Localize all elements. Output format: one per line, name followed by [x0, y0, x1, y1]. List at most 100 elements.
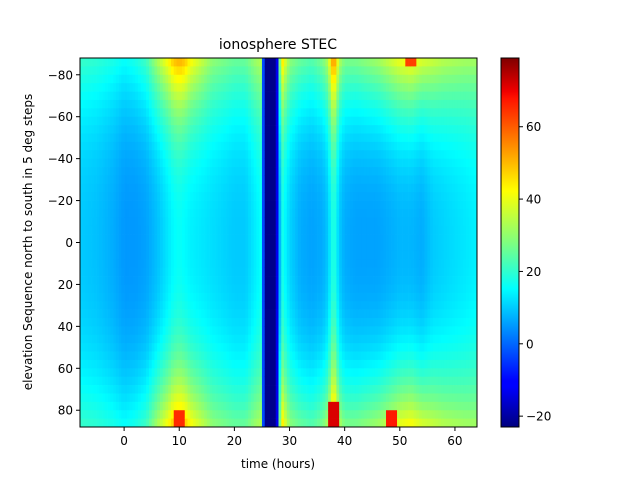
- heatmap-cell: [322, 410, 326, 419]
- heatmap-cell: [182, 108, 186, 118]
- heatmap-cell: [369, 217, 373, 227]
- heatmap-cell: [328, 250, 332, 260]
- heatmap-cell: [333, 125, 337, 134]
- heatmap-cell: [322, 125, 326, 134]
- heatmap-cell: [336, 250, 340, 260]
- heatmap-cell: [350, 393, 354, 403]
- heatmap-cell: [124, 217, 128, 227]
- heatmap-cell: [168, 91, 172, 101]
- heatmap-cell: [322, 200, 326, 210]
- heatmap-cell: [272, 309, 277, 319]
- heatmap-cell: [344, 351, 348, 361]
- heatmap-cell: [182, 91, 186, 101]
- heatmap-cell: [361, 326, 365, 336]
- heatmap-cell: [124, 301, 128, 310]
- heatmap-cell: [341, 158, 346, 168]
- heatmap-cell: [339, 326, 343, 336]
- heatmap-cell: [124, 351, 128, 361]
- heatmap-cell: [217, 410, 221, 419]
- heatmap-cell: [132, 91, 136, 101]
- heatmap-cell: [361, 108, 365, 118]
- heatmap-cell: [93, 66, 97, 76]
- heatmap-cell: [237, 141, 241, 151]
- heatmap-cell: [126, 234, 130, 243]
- heatmap-cell: [135, 116, 139, 126]
- heatmap-cell: [325, 158, 329, 168]
- heatmap-cell: [386, 108, 390, 118]
- heatmap-cell: [330, 125, 334, 134]
- heatmap-cell: [350, 150, 354, 159]
- heatmap-cell: [350, 158, 354, 168]
- heatmap-cell: [366, 343, 370, 352]
- heatmap-cell: [179, 133, 183, 143]
- heatmap-cell: [391, 158, 395, 168]
- heatmap-cell: [187, 317, 191, 327]
- heatmap-cell: [272, 351, 277, 361]
- heatmap-cell: [300, 83, 304, 92]
- heatmap-cell: [220, 91, 224, 101]
- heatmap-cell: [328, 175, 332, 185]
- heatmap-cell: [223, 376, 227, 386]
- heatmap-cell: [250, 167, 255, 176]
- heatmap-cell: [184, 91, 188, 101]
- heatmap-cell: [377, 217, 381, 227]
- heatmap-cell: [110, 133, 114, 143]
- heatmap-cell: [264, 234, 268, 243]
- heatmap-cell: [173, 292, 177, 302]
- heatmap-cell: [143, 141, 147, 151]
- heatmap-cell: [308, 410, 312, 419]
- heatmap-cell: [386, 167, 390, 176]
- heatmap-cell: [88, 326, 92, 336]
- heatmap-cell: [253, 301, 257, 310]
- heatmap-cell: [179, 175, 183, 185]
- heatmap-cell: [333, 309, 337, 319]
- heatmap-cell: [256, 401, 260, 411]
- heatmap-cell: [303, 58, 307, 67]
- heatmap-cell: [115, 359, 119, 369]
- heatmap-cell: [85, 326, 89, 336]
- heatmap-cell: [201, 376, 205, 386]
- heatmap-cell: [190, 309, 194, 319]
- heatmap-cell: [179, 292, 183, 302]
- heatmap-cell: [204, 83, 208, 92]
- heatmap-cell: [264, 225, 268, 235]
- heatmap-cell: [182, 125, 186, 134]
- heatmap-cell: [275, 225, 279, 235]
- heatmap-cell: [157, 99, 161, 109]
- heatmap-cell: [275, 368, 279, 378]
- heatmap-cell: [204, 385, 208, 394]
- heatmap-cell: [306, 401, 310, 411]
- heatmap-cell: [132, 175, 136, 185]
- heatmap-cell: [126, 326, 130, 336]
- heatmap-cell: [311, 167, 315, 176]
- heatmap-cell: [132, 359, 136, 369]
- heatmap-cell: [231, 418, 235, 428]
- heatmap-cell: [176, 66, 180, 76]
- heatmap-cell: [261, 317, 266, 327]
- heatmap-cell: [99, 376, 103, 386]
- heatmap-cell: [314, 91, 318, 101]
- heatmap-cell: [121, 284, 125, 294]
- heatmap-cell: [239, 284, 244, 294]
- heatmap-cell: [306, 267, 310, 277]
- heatmap-cell: [386, 410, 390, 419]
- heatmap-cell: [278, 401, 282, 411]
- heatmap-cell: [231, 385, 235, 394]
- heatmap-cell: [217, 141, 221, 151]
- heatmap-cell: [190, 334, 194, 344]
- heatmap-cell: [217, 326, 221, 336]
- heatmap-cell: [388, 276, 392, 285]
- heatmap-cell: [88, 334, 92, 344]
- heatmap-cell: [176, 125, 180, 134]
- heatmap-cell: [242, 83, 246, 92]
- heatmap-cell: [102, 292, 106, 302]
- heatmap-cell: [250, 234, 255, 243]
- heatmap-cell: [176, 250, 180, 260]
- heatmap-cell: [380, 208, 384, 218]
- heatmap-cell: [113, 359, 117, 369]
- heatmap-cell: [220, 351, 224, 361]
- heatmap-cell: [190, 401, 194, 411]
- heatmap-cell: [275, 200, 279, 210]
- heatmap-cell: [319, 158, 323, 168]
- heatmap-cell: [377, 99, 381, 109]
